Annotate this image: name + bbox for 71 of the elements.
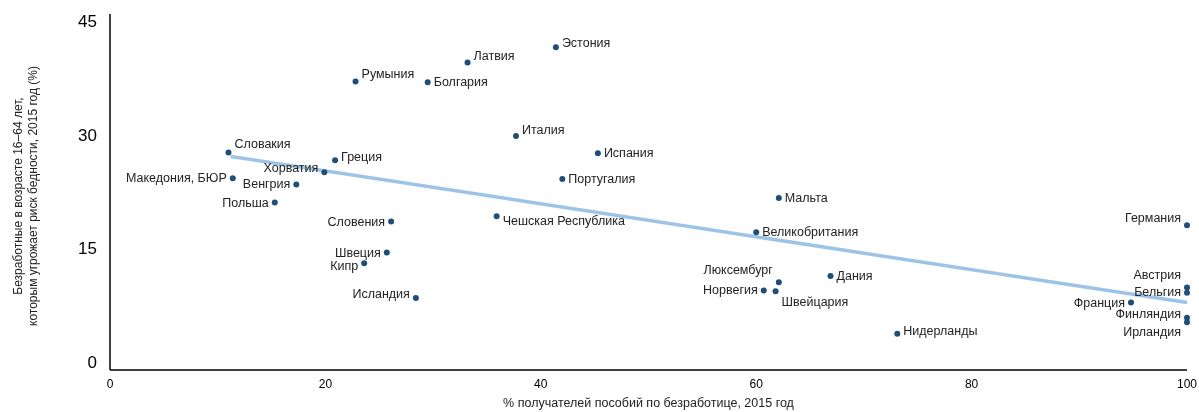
point bbox=[388, 218, 395, 225]
point bbox=[332, 157, 339, 164]
annotation: Болгария bbox=[433, 75, 488, 90]
point bbox=[1128, 299, 1134, 306]
y-tick-label: 15 bbox=[78, 239, 97, 259]
point bbox=[361, 260, 368, 267]
y-tick-label: 30 bbox=[78, 125, 97, 145]
point bbox=[552, 44, 559, 51]
x-tick-label: 40 bbox=[534, 377, 548, 391]
annotation: Швеция bbox=[334, 245, 381, 260]
x-tick-label: 20 bbox=[318, 377, 333, 391]
annotation: Швейцария bbox=[781, 295, 849, 310]
point bbox=[383, 249, 390, 256]
point bbox=[594, 150, 601, 157]
point bbox=[493, 213, 500, 220]
x-tick-label: 60 bbox=[749, 377, 764, 391]
annotation: Дания bbox=[836, 269, 873, 284]
annotation: Словакия bbox=[234, 136, 291, 151]
annotation: Португалия bbox=[568, 172, 636, 187]
point bbox=[229, 175, 236, 182]
point bbox=[513, 132, 520, 139]
annotation: Исландия bbox=[352, 287, 410, 302]
annotation: Мальта bbox=[784, 191, 828, 206]
point bbox=[827, 273, 834, 280]
annotation: Люксембург bbox=[703, 263, 774, 278]
point bbox=[775, 195, 782, 202]
y-axis-title: Безработные в возрасте 16–64 лет, которым угрожает риск бедности, 2015 год (%) bbox=[11, 66, 40, 326]
point bbox=[1184, 289, 1190, 296]
point bbox=[1184, 222, 1190, 229]
annotation: Испания bbox=[603, 146, 654, 161]
point bbox=[412, 295, 419, 302]
annotation: Хорватия bbox=[263, 161, 319, 176]
point bbox=[271, 199, 278, 206]
point bbox=[894, 330, 901, 337]
annotation: Германия bbox=[1124, 211, 1181, 226]
point bbox=[352, 78, 359, 85]
annotation: Эстония bbox=[561, 36, 611, 51]
annotation: Македония, БЮР bbox=[125, 171, 227, 186]
annotation: Бельгия bbox=[1134, 284, 1181, 299]
annotation: Венгрия bbox=[242, 177, 291, 192]
annotation: Словения bbox=[327, 214, 386, 229]
point bbox=[1184, 284, 1190, 291]
annotation: Чешская Республика bbox=[502, 214, 625, 229]
annotation: Австрия bbox=[1133, 268, 1181, 283]
x-axis-title: % получателей пособий по безработице, 2015 год bbox=[503, 396, 795, 410]
point bbox=[424, 79, 431, 86]
point bbox=[772, 288, 779, 295]
x-tick-label: 80 bbox=[964, 377, 979, 391]
annotation: Румыния bbox=[361, 67, 415, 82]
annotation: Италия bbox=[522, 122, 565, 137]
annotation: Норвегия bbox=[703, 283, 758, 298]
point bbox=[753, 229, 760, 236]
annotation: Латвия bbox=[473, 49, 515, 64]
point bbox=[321, 169, 328, 176]
annotation: Нидерланды bbox=[903, 323, 978, 338]
y-tick-label: 0 bbox=[87, 352, 97, 372]
point bbox=[775, 279, 782, 286]
annotation: Ирландия bbox=[1123, 325, 1181, 340]
point bbox=[225, 149, 232, 156]
annotation: Кипр bbox=[330, 259, 359, 274]
point bbox=[559, 176, 566, 183]
point bbox=[293, 181, 300, 188]
y-tick-label: 45 bbox=[78, 12, 97, 32]
annotation: Великобритания bbox=[762, 225, 859, 240]
annotation: Греция bbox=[341, 150, 382, 165]
point bbox=[760, 287, 767, 294]
point bbox=[1184, 319, 1190, 326]
annotation: Польша bbox=[222, 195, 269, 210]
x-tick-label: 0 bbox=[106, 377, 114, 391]
point bbox=[464, 59, 471, 66]
x-tick-label: 100 bbox=[1176, 377, 1198, 391]
